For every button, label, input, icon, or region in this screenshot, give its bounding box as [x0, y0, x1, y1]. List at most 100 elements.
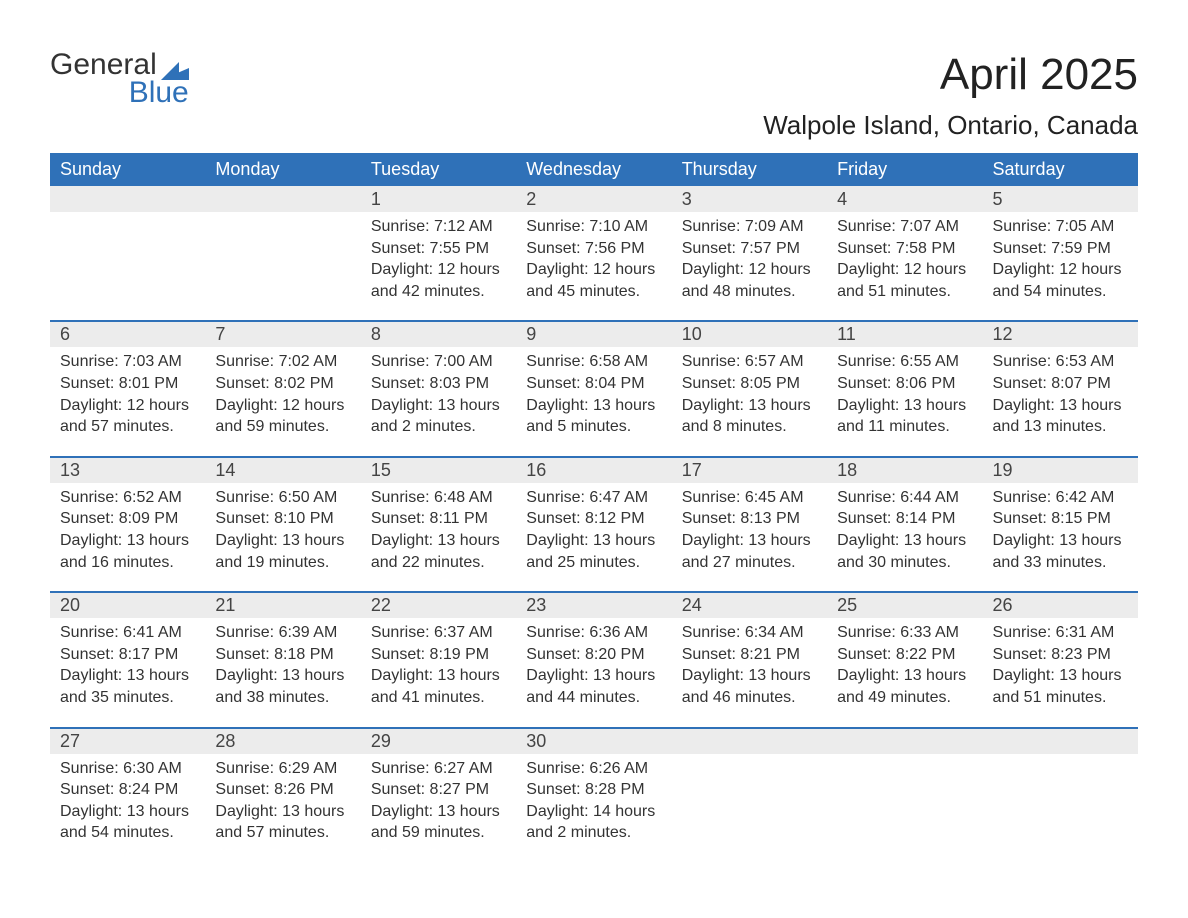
daylight-text: Daylight: 13 hours and 49 minutes.: [837, 665, 972, 708]
sunrise-text: Sunrise: 6:47 AM: [526, 487, 661, 509]
sunset-text: Sunset: 8:18 PM: [215, 644, 350, 666]
sunset-text: Sunset: 8:21 PM: [682, 644, 817, 666]
sunrise-text: Sunrise: 6:39 AM: [215, 622, 350, 644]
day-detail-cell: Sunrise: 7:12 AMSunset: 7:55 PMDaylight:…: [361, 212, 516, 321]
day-detail-cell: Sunrise: 6:42 AMSunset: 8:15 PMDaylight:…: [983, 483, 1138, 592]
date-cell: 29: [361, 728, 516, 754]
sunrise-text: Sunrise: 6:55 AM: [837, 351, 972, 373]
sunset-text: Sunset: 8:28 PM: [526, 779, 661, 801]
sunset-text: Sunset: 8:01 PM: [60, 373, 195, 395]
day-detail-cell: Sunrise: 6:41 AMSunset: 8:17 PMDaylight:…: [50, 618, 205, 727]
daylight-text: Daylight: 13 hours and 19 minutes.: [215, 530, 350, 573]
daylight-text: Daylight: 13 hours and 51 minutes.: [993, 665, 1128, 708]
sunset-text: Sunset: 8:06 PM: [837, 373, 972, 395]
sunset-text: Sunset: 8:22 PM: [837, 644, 972, 666]
day-detail-cell: Sunrise: 7:02 AMSunset: 8:02 PMDaylight:…: [205, 347, 360, 456]
daylight-text: Daylight: 13 hours and 5 minutes.: [526, 395, 661, 438]
sunrise-text: Sunrise: 6:33 AM: [837, 622, 972, 644]
daylight-text: Daylight: 13 hours and 2 minutes.: [371, 395, 506, 438]
date-cell: 10: [672, 321, 827, 347]
date-cell: 30: [516, 728, 671, 754]
sunrise-text: Sunrise: 6:29 AM: [215, 758, 350, 780]
day-detail-cell: Sunrise: 6:31 AMSunset: 8:23 PMDaylight:…: [983, 618, 1138, 727]
sunrise-text: Sunrise: 6:30 AM: [60, 758, 195, 780]
day-detail-cell: [205, 212, 360, 321]
daylight-text: Daylight: 13 hours and 57 minutes.: [215, 801, 350, 844]
sunset-text: Sunset: 8:15 PM: [993, 508, 1128, 530]
weekday-header: Thursday: [672, 153, 827, 186]
sunrise-text: Sunrise: 6:58 AM: [526, 351, 661, 373]
date-cell: 28: [205, 728, 360, 754]
day-detail-cell: Sunrise: 6:48 AMSunset: 8:11 PMDaylight:…: [361, 483, 516, 592]
daylight-text: Daylight: 13 hours and 11 minutes.: [837, 395, 972, 438]
daylight-text: Daylight: 13 hours and 44 minutes.: [526, 665, 661, 708]
sunrise-text: Sunrise: 6:41 AM: [60, 622, 195, 644]
date-cell: 23: [516, 592, 671, 618]
day-detail-cell: Sunrise: 6:47 AMSunset: 8:12 PMDaylight:…: [516, 483, 671, 592]
day-detail-cell: Sunrise: 6:45 AMSunset: 8:13 PMDaylight:…: [672, 483, 827, 592]
date-cell: 6: [50, 321, 205, 347]
daylight-text: Daylight: 12 hours and 48 minutes.: [682, 259, 817, 302]
daylight-text: Daylight: 13 hours and 54 minutes.: [60, 801, 195, 844]
day-detail-cell: Sunrise: 6:39 AMSunset: 8:18 PMDaylight:…: [205, 618, 360, 727]
sunrise-text: Sunrise: 6:52 AM: [60, 487, 195, 509]
calendar-header-row: SundayMondayTuesdayWednesdayThursdayFrid…: [50, 153, 1138, 186]
date-cell: 8: [361, 321, 516, 347]
date-cell: 3: [672, 186, 827, 212]
daylight-text: Daylight: 13 hours and 33 minutes.: [993, 530, 1128, 573]
sunrise-text: Sunrise: 6:27 AM: [371, 758, 506, 780]
date-cell: 18: [827, 457, 982, 483]
sunset-text: Sunset: 8:11 PM: [371, 508, 506, 530]
sunset-text: Sunset: 7:57 PM: [682, 238, 817, 260]
date-cell: 9: [516, 321, 671, 347]
daylight-text: Daylight: 13 hours and 22 minutes.: [371, 530, 506, 573]
sunrise-text: Sunrise: 7:00 AM: [371, 351, 506, 373]
sunrise-text: Sunrise: 7:03 AM: [60, 351, 195, 373]
sunset-text: Sunset: 8:04 PM: [526, 373, 661, 395]
date-cell: 19: [983, 457, 1138, 483]
day-detail-cell: Sunrise: 6:29 AMSunset: 8:26 PMDaylight:…: [205, 754, 360, 848]
day-detail-cell: Sunrise: 6:27 AMSunset: 8:27 PMDaylight:…: [361, 754, 516, 848]
daylight-text: Daylight: 13 hours and 38 minutes.: [215, 665, 350, 708]
day-detail-cell: [672, 754, 827, 848]
sunset-text: Sunset: 8:13 PM: [682, 508, 817, 530]
date-cell: 1: [361, 186, 516, 212]
daylight-text: Daylight: 12 hours and 45 minutes.: [526, 259, 661, 302]
weekday-header: Wednesday: [516, 153, 671, 186]
date-cell: 26: [983, 592, 1138, 618]
date-cell: 4: [827, 186, 982, 212]
day-detail-cell: Sunrise: 6:30 AMSunset: 8:24 PMDaylight:…: [50, 754, 205, 848]
sunset-text: Sunset: 8:07 PM: [993, 373, 1128, 395]
sunrise-text: Sunrise: 7:02 AM: [215, 351, 350, 373]
sunrise-text: Sunrise: 6:57 AM: [682, 351, 817, 373]
sunrise-text: Sunrise: 7:05 AM: [993, 216, 1128, 238]
day-detail-cell: Sunrise: 6:44 AMSunset: 8:14 PMDaylight:…: [827, 483, 982, 592]
daylight-text: Daylight: 13 hours and 59 minutes.: [371, 801, 506, 844]
sunset-text: Sunset: 8:17 PM: [60, 644, 195, 666]
day-detail-cell: Sunrise: 6:52 AMSunset: 8:09 PMDaylight:…: [50, 483, 205, 592]
sunrise-text: Sunrise: 6:37 AM: [371, 622, 506, 644]
daylight-text: Daylight: 12 hours and 57 minutes.: [60, 395, 195, 438]
daylight-text: Daylight: 13 hours and 25 minutes.: [526, 530, 661, 573]
day-detail-cell: Sunrise: 6:58 AMSunset: 8:04 PMDaylight:…: [516, 347, 671, 456]
date-cell: [672, 728, 827, 754]
daylight-text: Daylight: 12 hours and 51 minutes.: [837, 259, 972, 302]
daylight-text: Daylight: 13 hours and 16 minutes.: [60, 530, 195, 573]
day-detail-cell: Sunrise: 6:26 AMSunset: 8:28 PMDaylight:…: [516, 754, 671, 848]
sunrise-text: Sunrise: 6:42 AM: [993, 487, 1128, 509]
sunrise-text: Sunrise: 6:34 AM: [682, 622, 817, 644]
daylight-text: Daylight: 12 hours and 59 minutes.: [215, 395, 350, 438]
daylight-text: Daylight: 13 hours and 13 minutes.: [993, 395, 1128, 438]
daylight-text: Daylight: 12 hours and 42 minutes.: [371, 259, 506, 302]
day-detail-cell: Sunrise: 6:37 AMSunset: 8:19 PMDaylight:…: [361, 618, 516, 727]
sunset-text: Sunset: 8:05 PM: [682, 373, 817, 395]
date-cell: 21: [205, 592, 360, 618]
sunrise-text: Sunrise: 6:45 AM: [682, 487, 817, 509]
sunrise-text: Sunrise: 6:50 AM: [215, 487, 350, 509]
day-detail-cell: Sunrise: 7:09 AMSunset: 7:57 PMDaylight:…: [672, 212, 827, 321]
day-detail-cell: Sunrise: 7:05 AMSunset: 7:59 PMDaylight:…: [983, 212, 1138, 321]
calendar-table: SundayMondayTuesdayWednesdayThursdayFrid…: [50, 153, 1138, 848]
daylight-text: Daylight: 13 hours and 35 minutes.: [60, 665, 195, 708]
weekday-header: Monday: [205, 153, 360, 186]
day-detail-cell: Sunrise: 6:57 AMSunset: 8:05 PMDaylight:…: [672, 347, 827, 456]
